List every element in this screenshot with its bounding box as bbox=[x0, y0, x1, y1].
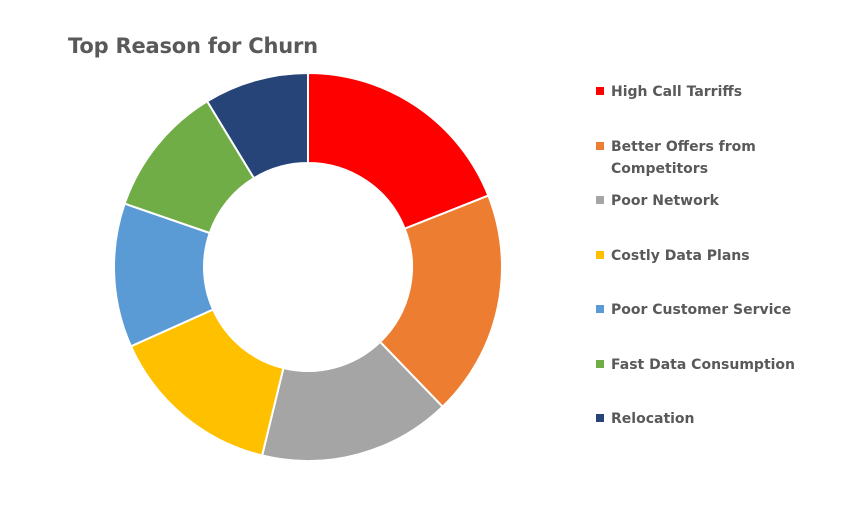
legend-label: Costly Data Plans bbox=[611, 248, 750, 264]
legend-label: Better Offers from Competitors bbox=[611, 139, 756, 177]
legend-item-poor-network: Poor Network bbox=[596, 190, 811, 212]
donut-slice-high-call-tarriffs bbox=[307, 71, 490, 231]
legend-item-relocation: Relocation bbox=[596, 408, 811, 430]
legend-item-costly-data-plans: Costly Data Plans bbox=[596, 245, 811, 267]
legend-label: Fast Data Consumption bbox=[611, 357, 796, 373]
legend-swatch bbox=[596, 414, 604, 422]
legend-label: Poor Network bbox=[611, 193, 719, 209]
legend-label: Poor Customer Service bbox=[611, 302, 792, 318]
legend-swatch bbox=[596, 251, 604, 259]
legend-label: High Call Tarriffs bbox=[611, 84, 743, 100]
legend-swatch bbox=[596, 142, 604, 150]
legend-item-fast-data-consumption: Fast Data Consumption bbox=[596, 354, 811, 376]
chart-title: Top Reason for Churn bbox=[68, 34, 318, 58]
legend-swatch bbox=[596, 87, 604, 95]
legend-item-high-call-tarriffs: High Call Tarriffs bbox=[596, 81, 811, 103]
donut-slice-better-offers-from-competitors bbox=[378, 194, 503, 409]
legend-label: Relocation bbox=[611, 411, 695, 427]
legend-item-better-offers: Better Offers from Competitors bbox=[596, 136, 761, 180]
legend-swatch bbox=[596, 305, 604, 313]
legend-item-poor-customer-service: Poor Customer Service bbox=[596, 299, 811, 321]
legend-swatch bbox=[596, 360, 604, 368]
legend-swatch bbox=[596, 196, 604, 204]
donut-slice-relocation bbox=[205, 71, 309, 180]
